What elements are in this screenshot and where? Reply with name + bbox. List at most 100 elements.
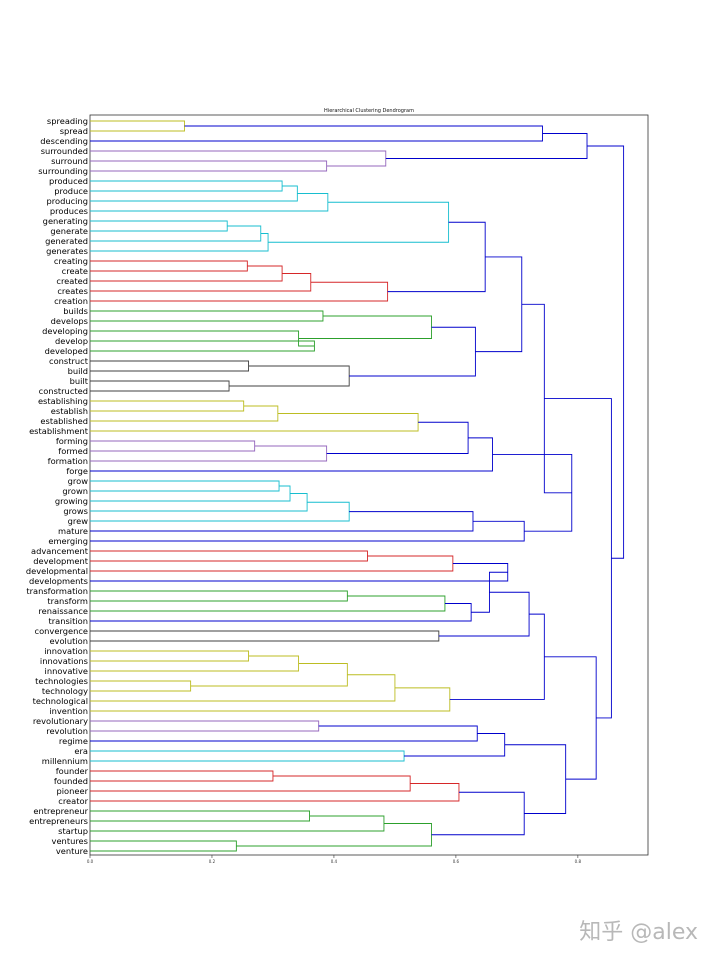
leaf-label: innovative: [45, 666, 88, 676]
x-tick-label: 0.6: [453, 859, 460, 864]
dendrogram-link: [90, 125, 543, 142]
leaf-label: development: [33, 556, 88, 566]
leaf-label: establish: [51, 406, 88, 416]
dendrogram-link: [90, 563, 509, 582]
dendrogram-link: [90, 501, 350, 522]
dendrogram-links: [90, 120, 625, 852]
leaf-label: founded: [54, 776, 88, 786]
leaf-label: growing: [55, 496, 88, 506]
leaf-label: developments: [29, 576, 88, 586]
leaf-label: innovations: [40, 656, 88, 666]
leaf-label: constructed: [39, 386, 88, 396]
leaf-label: emerging: [48, 536, 88, 546]
dendrogram-link: [90, 220, 228, 232]
leaf-label: grown: [62, 486, 88, 496]
dendrogram-link: [236, 823, 432, 847]
leaf-label: revolution: [46, 726, 88, 736]
dendrogram-link: [90, 674, 396, 702]
leaf-label: innovation: [44, 646, 88, 656]
leaf-label: era: [74, 746, 88, 756]
leaf-label: mature: [58, 526, 88, 536]
plot-frame: [89, 114, 649, 856]
x-tick-label: 0.4: [331, 859, 338, 864]
leaf-label: spread: [60, 126, 88, 136]
leaf-label: built: [70, 376, 89, 386]
dendrogram-link: [90, 650, 250, 662]
leaf-label: grows: [63, 506, 88, 516]
leaf-label: ventures: [52, 836, 88, 846]
dendrogram-link: [90, 180, 283, 192]
leaf-label: descending: [40, 136, 88, 146]
dendrogram-link: [90, 520, 525, 542]
leaf-label: grew: [68, 516, 89, 526]
leaf-label: creating: [54, 256, 88, 266]
dendrogram-link: [326, 421, 469, 454]
dendrogram-link: [90, 555, 454, 572]
leaf-label: surround: [51, 156, 88, 166]
leaf-label: regime: [59, 736, 88, 746]
dendrogram-link: [504, 744, 567, 814]
leaf-label: generating: [43, 216, 88, 226]
leaf-label: invention: [49, 706, 88, 716]
x-tick-label: 0.0: [87, 859, 94, 864]
leaf-label: developing: [42, 326, 88, 336]
dendrogram-link: [229, 365, 350, 387]
leaf-label: develop: [55, 336, 88, 346]
leaf-label: construct: [49, 356, 89, 366]
dendrogram-link: [385, 133, 588, 159]
dendrogram-link: [90, 687, 451, 712]
dendrogram-link: [90, 630, 440, 642]
leaf-label: revolutionary: [33, 716, 88, 726]
leaf-label: established: [40, 416, 88, 426]
leaf-label: surrounding: [38, 166, 88, 176]
dendrogram-link: [349, 326, 476, 377]
leaf-label: transform: [47, 596, 88, 606]
leaf-label: develops: [51, 316, 88, 326]
dendrogram-link: [90, 405, 279, 422]
leaf-label: transformation: [26, 586, 88, 596]
leaf-label: produce: [54, 186, 88, 196]
leaf-label: forge: [66, 466, 88, 476]
leaf-label: developmental: [26, 566, 88, 576]
leaf-label: generates: [46, 246, 88, 256]
dendrogram-link: [90, 511, 474, 532]
leaf-label: pioneer: [56, 786, 88, 796]
dendrogram-link: [90, 185, 298, 202]
leaf-label: creator: [58, 796, 88, 806]
dendrogram-link: [90, 193, 329, 212]
dendrogram-link: [90, 485, 291, 502]
x-tick-label: 0.8: [575, 859, 582, 864]
leaf-label: convergence: [35, 626, 88, 636]
leaf-label: builds: [63, 306, 88, 316]
leaf-label: spreading: [47, 116, 88, 126]
leaf-label: generated: [45, 236, 88, 246]
leaf-label: establishment: [29, 426, 89, 436]
leaf-label: surrounded: [41, 146, 88, 156]
dendrogram-link: [298, 315, 432, 339]
leaf-label: formed: [58, 446, 88, 456]
leaf-labels: spreadingspreaddescendingsurroundedsurro…: [26, 116, 89, 856]
leaf-label: producing: [47, 196, 89, 206]
watermark: 知乎 @alex: [579, 920, 698, 945]
leaf-label: create: [62, 266, 88, 276]
dendrogram-link: [90, 160, 328, 172]
x-axis-ticks: 0.0 0.2 0.4 0.6 0.8: [87, 855, 582, 864]
dendrogram-link: [90, 150, 387, 167]
x-tick-label: 0.2: [209, 859, 216, 864]
dendrogram-link: [90, 360, 250, 372]
leaf-label: entrepreneurs: [29, 816, 88, 826]
leaf-label: creates: [57, 286, 88, 296]
dendrogram-link: [90, 340, 315, 352]
leaf-label: grow: [68, 476, 89, 486]
dendrogram-link: [90, 233, 269, 252]
dendrogram-link: [492, 453, 573, 532]
leaf-label: advancement: [31, 546, 89, 556]
leaf-label: evolution: [49, 636, 88, 646]
leaf-label: founder: [56, 766, 89, 776]
leaf-label: produced: [49, 176, 88, 186]
leaf-label: renaissance: [38, 606, 88, 616]
leaf-label: creation: [54, 296, 88, 306]
leaf-label: venture: [56, 846, 88, 856]
dendrogram-link: [90, 225, 262, 242]
dendrogram-link: [431, 791, 525, 836]
